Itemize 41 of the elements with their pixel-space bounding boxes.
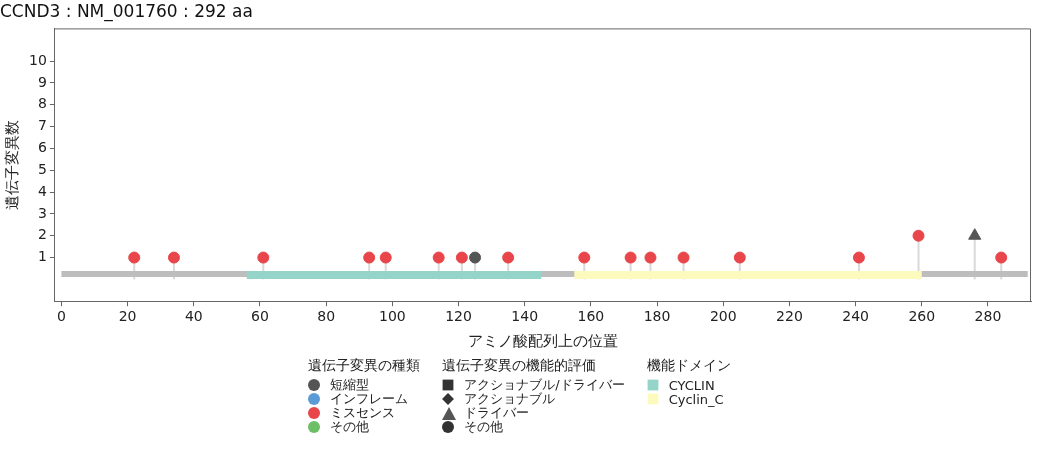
x-tick-label: 160 bbox=[577, 308, 605, 325]
y-tick-label: 5 bbox=[37, 160, 47, 177]
x-tick-label: 220 bbox=[776, 308, 803, 325]
x-tick-label: 260 bbox=[908, 308, 936, 325]
text: 遺伝子変異の種類 bbox=[308, 357, 421, 373]
x-tick-label: 280 bbox=[974, 308, 1002, 325]
x-axis-title: アミノ酸配列上の位置 bbox=[467, 331, 618, 350]
y-tick-label: 1 bbox=[37, 248, 47, 265]
text: 機能ドメイン bbox=[646, 357, 731, 373]
chart-title: CCND3 : NM_001760 : 292 aa bbox=[0, 0, 253, 22]
x-tick-label: 60 bbox=[251, 308, 269, 325]
legend-label: アクショナブル/ドライバー bbox=[464, 376, 625, 392]
x-tick-label: 120 bbox=[445, 308, 472, 325]
y-tick-label: 9 bbox=[37, 73, 47, 90]
legend-label: 短縮型 bbox=[330, 376, 370, 393]
legend-label: その他 bbox=[464, 419, 504, 436]
legend-label: インフレーム bbox=[330, 391, 409, 408]
y-axis-title: 遺伝子変異数 bbox=[2, 119, 21, 210]
y-tick-label: 2 bbox=[37, 226, 47, 243]
y-tick-label: 10 bbox=[28, 51, 47, 68]
y-tick-label: 4 bbox=[37, 182, 47, 199]
y-tick-label: 8 bbox=[37, 95, 47, 112]
x-tick-label: 140 bbox=[511, 308, 539, 325]
text: 遺伝子変異の機能的評価 bbox=[442, 357, 597, 373]
x-tick-label: 180 bbox=[643, 308, 671, 325]
x-tick-label: 20 bbox=[118, 308, 137, 325]
x-tick-label: 240 bbox=[842, 308, 869, 325]
y-tick-label: 3 bbox=[37, 204, 47, 221]
y-tick-label: 7 bbox=[37, 117, 47, 134]
x-tick-label: 200 bbox=[709, 308, 737, 325]
legend-label: その他 bbox=[330, 419, 370, 436]
legend-label: ミスセンス bbox=[330, 405, 396, 420]
legend-label: アクショナブル bbox=[464, 391, 556, 407]
legend-label: CYCLIN bbox=[668, 377, 715, 393]
x-tick-label: 40 bbox=[184, 308, 203, 325]
x-tick-label: 100 bbox=[378, 308, 406, 325]
legend-label: Cyclin_C bbox=[668, 391, 724, 407]
x-tick-label: 80 bbox=[317, 308, 336, 325]
x-tick-label: 0 bbox=[56, 308, 66, 325]
y-tick-label: 6 bbox=[37, 139, 47, 156]
legend-label: ドライバー bbox=[464, 405, 530, 420]
